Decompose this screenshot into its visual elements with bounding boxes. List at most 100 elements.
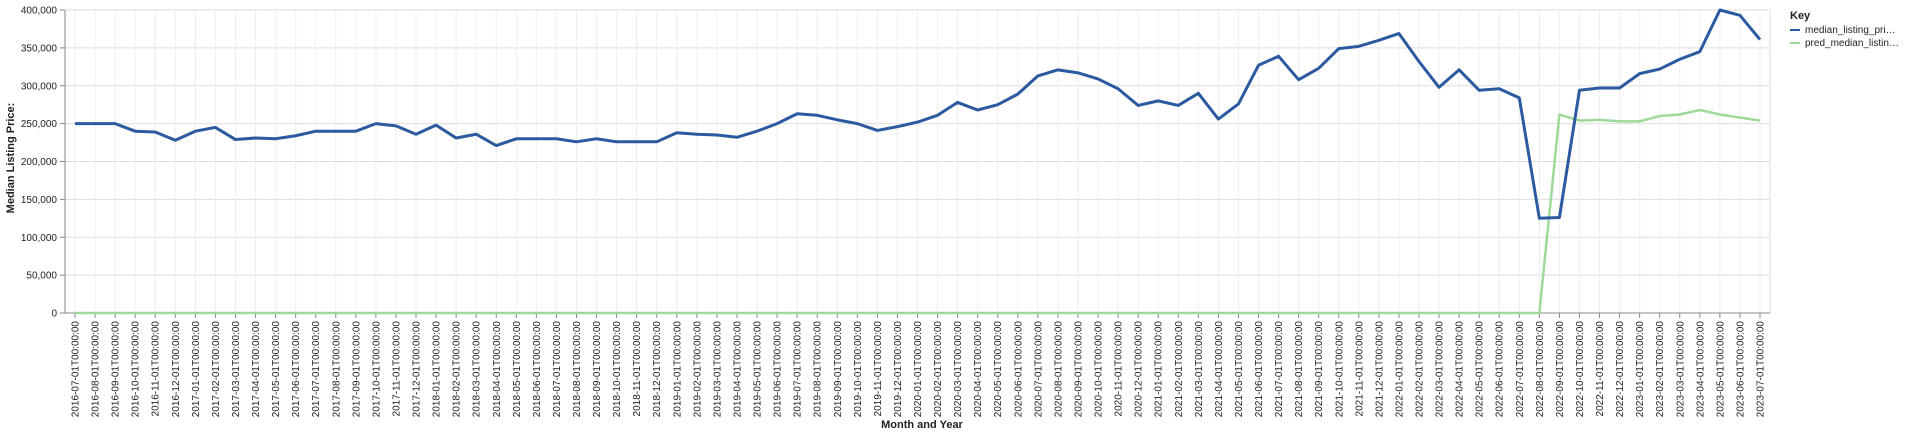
legend: Key median_listing_pri… pred_median_listi… [1790,10,1899,49]
x-tick-label: 2018-02-01T00:00:00 [452,321,463,418]
x-tick-label: 2017-11-01T00:00:00 [391,321,402,417]
x-tick-label: 2016-11-01T00:00:00 [151,321,162,417]
x-tick-label: 2021-10-01T00:00:00 [1334,321,1345,418]
y-tick-label: 50,000 [26,271,57,282]
x-tick-label: 2021-04-01T00:00:00 [1214,321,1225,418]
y-tick-label: 400,000 [21,6,58,17]
x-tick-label: 2018-12-01T00:00:00 [652,321,663,418]
x-tick-label: 2023-04-01T00:00:00 [1695,321,1706,418]
x-tick-label: 2022-12-01T00:00:00 [1615,321,1626,418]
x-tick-label: 2017-10-01T00:00:00 [371,321,382,418]
x-tick-label: 2018-10-01T00:00:00 [612,321,623,418]
x-tick-label: 2018-11-01T00:00:00 [632,321,643,417]
legend-title: Key [1790,10,1811,22]
y-tick-label: 250,000 [21,119,58,130]
x-tick-label: 2023-06-01T00:00:00 [1735,321,1746,418]
x-tick-label: 2019-03-01T00:00:00 [712,321,723,418]
x-tick-label: 2020-07-01T00:00:00 [1033,321,1044,418]
x-tick-label: 2017-02-01T00:00:00 [211,321,222,418]
x-tick-label: 2018-01-01T00:00:00 [432,321,443,418]
x-tick-label: 2023-07-01T00:00:00 [1756,321,1767,418]
y-axis: 0 50,000 100,000 150,000 200,000 250,000 300,0… [21,6,1770,320]
x-tick-label: 2019-09-01T00:00:00 [833,321,844,418]
x-tick-label: 2019-10-01T00:00:00 [853,321,864,418]
x-tick-label: 2021-11-01T00:00:00 [1354,321,1365,417]
x-tick-label: 2020-03-01T00:00:00 [953,321,964,418]
x-tick-label: 2021-03-01T00:00:00 [1194,321,1205,418]
x-tick-label: 2017-03-01T00:00:00 [231,321,242,418]
y-axis-title: Median Listing Price: [5,103,17,214]
x-tick-label: 2017-05-01T00:00:00 [271,321,282,418]
y-tick-label: 300,000 [21,81,58,92]
x-tick-label: 2022-03-01T00:00:00 [1435,321,1446,418]
x-tick-label: 2020-04-01T00:00:00 [973,321,984,418]
x-axis: 2016-07-01T00:00:00 2016-08-01T00:00:00 20… [71,313,1767,417]
x-tick-label: 2021-07-01T00:00:00 [1274,321,1285,418]
series-line [75,8,1762,220]
x-tick-label: 2019-02-01T00:00:00 [692,321,703,418]
x-tick-label: 2023-01-01T00:00:00 [1635,321,1646,418]
y-tick-label: 0 [51,309,57,320]
y-tick-label: 200,000 [21,157,58,168]
legend-label: pred_median_listin… [1805,38,1899,49]
x-tick-label: 2023-02-01T00:00:00 [1655,321,1666,418]
x-tick-label: 2023-03-01T00:00:00 [1675,321,1686,418]
x-tick-label: 2022-09-01T00:00:00 [1555,321,1566,418]
x-tick-label: 2020-08-01T00:00:00 [1053,321,1064,418]
x-tick-label: 2020-05-01T00:00:00 [993,321,1004,418]
y-tick-label: 150,000 [21,195,58,206]
x-tick-label: 2019-07-01T00:00:00 [793,321,804,418]
x-tick-label: 2021-01-01T00:00:00 [1154,321,1165,418]
x-tick-label: 2021-06-01T00:00:00 [1254,321,1265,418]
x-tick-label: 2021-08-01T00:00:00 [1294,321,1305,418]
x-tick-label: 2022-11-01T00:00:00 [1595,321,1606,417]
x-tick-label: 2020-09-01T00:00:00 [1073,321,1084,418]
x-tick-label: 2023-05-01T00:00:00 [1715,321,1726,418]
x-tick-label: 2018-09-01T00:00:00 [592,321,603,418]
x-tick-label: 2022-05-01T00:00:00 [1475,321,1486,418]
x-tick-label: 2021-05-01T00:00:00 [1234,321,1245,418]
x-tick-label: 2020-06-01T00:00:00 [1013,321,1024,418]
series-line [75,108,1761,315]
x-axis-title: Month and Year [881,419,963,431]
x-tick-label: 2019-01-01T00:00:00 [672,321,683,418]
x-tick-label: 2018-07-01T00:00:00 [552,321,563,418]
x-tick-label: 2022-02-01T00:00:00 [1414,321,1425,418]
x-tick-label: 2022-04-01T00:00:00 [1455,321,1466,418]
x-tick-label: 2017-06-01T00:00:00 [291,321,302,418]
x-tick-label: 2017-08-01T00:00:00 [331,321,342,418]
x-tick-label: 2016-09-01T00:00:00 [111,321,122,418]
x-tick-label: 2016-07-01T00:00:00 [71,321,82,418]
y-tick-label: 350,000 [21,43,58,54]
x-tick-label: 2019-06-01T00:00:00 [773,321,784,418]
x-tick-label: 2021-09-01T00:00:00 [1314,321,1325,418]
series-lines [75,8,1762,315]
x-tick-label: 2019-08-01T00:00:00 [813,321,824,418]
x-tick-label: 2022-07-01T00:00:00 [1515,321,1526,418]
x-tick-label: 2020-10-01T00:00:00 [1094,321,1105,418]
x-tick-label: 2019-11-01T00:00:00 [873,321,884,417]
x-tick-label: 2020-01-01T00:00:00 [913,321,924,418]
x-tick-label: 2016-10-01T00:00:00 [131,321,142,418]
x-tick-label: 2022-10-01T00:00:00 [1575,321,1586,418]
x-tick-label: 2016-08-01T00:00:00 [91,321,102,418]
x-tick-label: 2017-12-01T00:00:00 [412,321,423,418]
x-tick-label: 2020-02-01T00:00:00 [933,321,944,418]
x-tick-label: 2018-08-01T00:00:00 [572,321,583,418]
x-tick-label: 2022-01-01T00:00:00 [1394,321,1405,418]
x-tick-label: 2019-05-01T00:00:00 [753,321,764,418]
legend-label: median_listing_pri… [1805,25,1896,36]
x-tick-label: 2017-01-01T00:00:00 [191,321,202,418]
x-tick-label: 2018-03-01T00:00:00 [472,321,483,418]
x-tick-label: 2018-05-01T00:00:00 [512,321,523,418]
grid-lines [65,9,1771,314]
x-tick-label: 2020-11-01T00:00:00 [1114,321,1125,417]
x-tick-label: 2022-08-01T00:00:00 [1535,321,1546,418]
x-tick-label: 2019-04-01T00:00:00 [732,321,743,418]
x-tick-label: 2021-02-01T00:00:00 [1174,321,1185,418]
x-tick-label: 2020-12-01T00:00:00 [1134,321,1145,418]
x-tick-label: 2018-06-01T00:00:00 [532,321,543,418]
x-tick-label: 2021-12-01T00:00:00 [1374,321,1385,418]
x-tick-label: 2016-12-01T00:00:00 [171,321,182,418]
